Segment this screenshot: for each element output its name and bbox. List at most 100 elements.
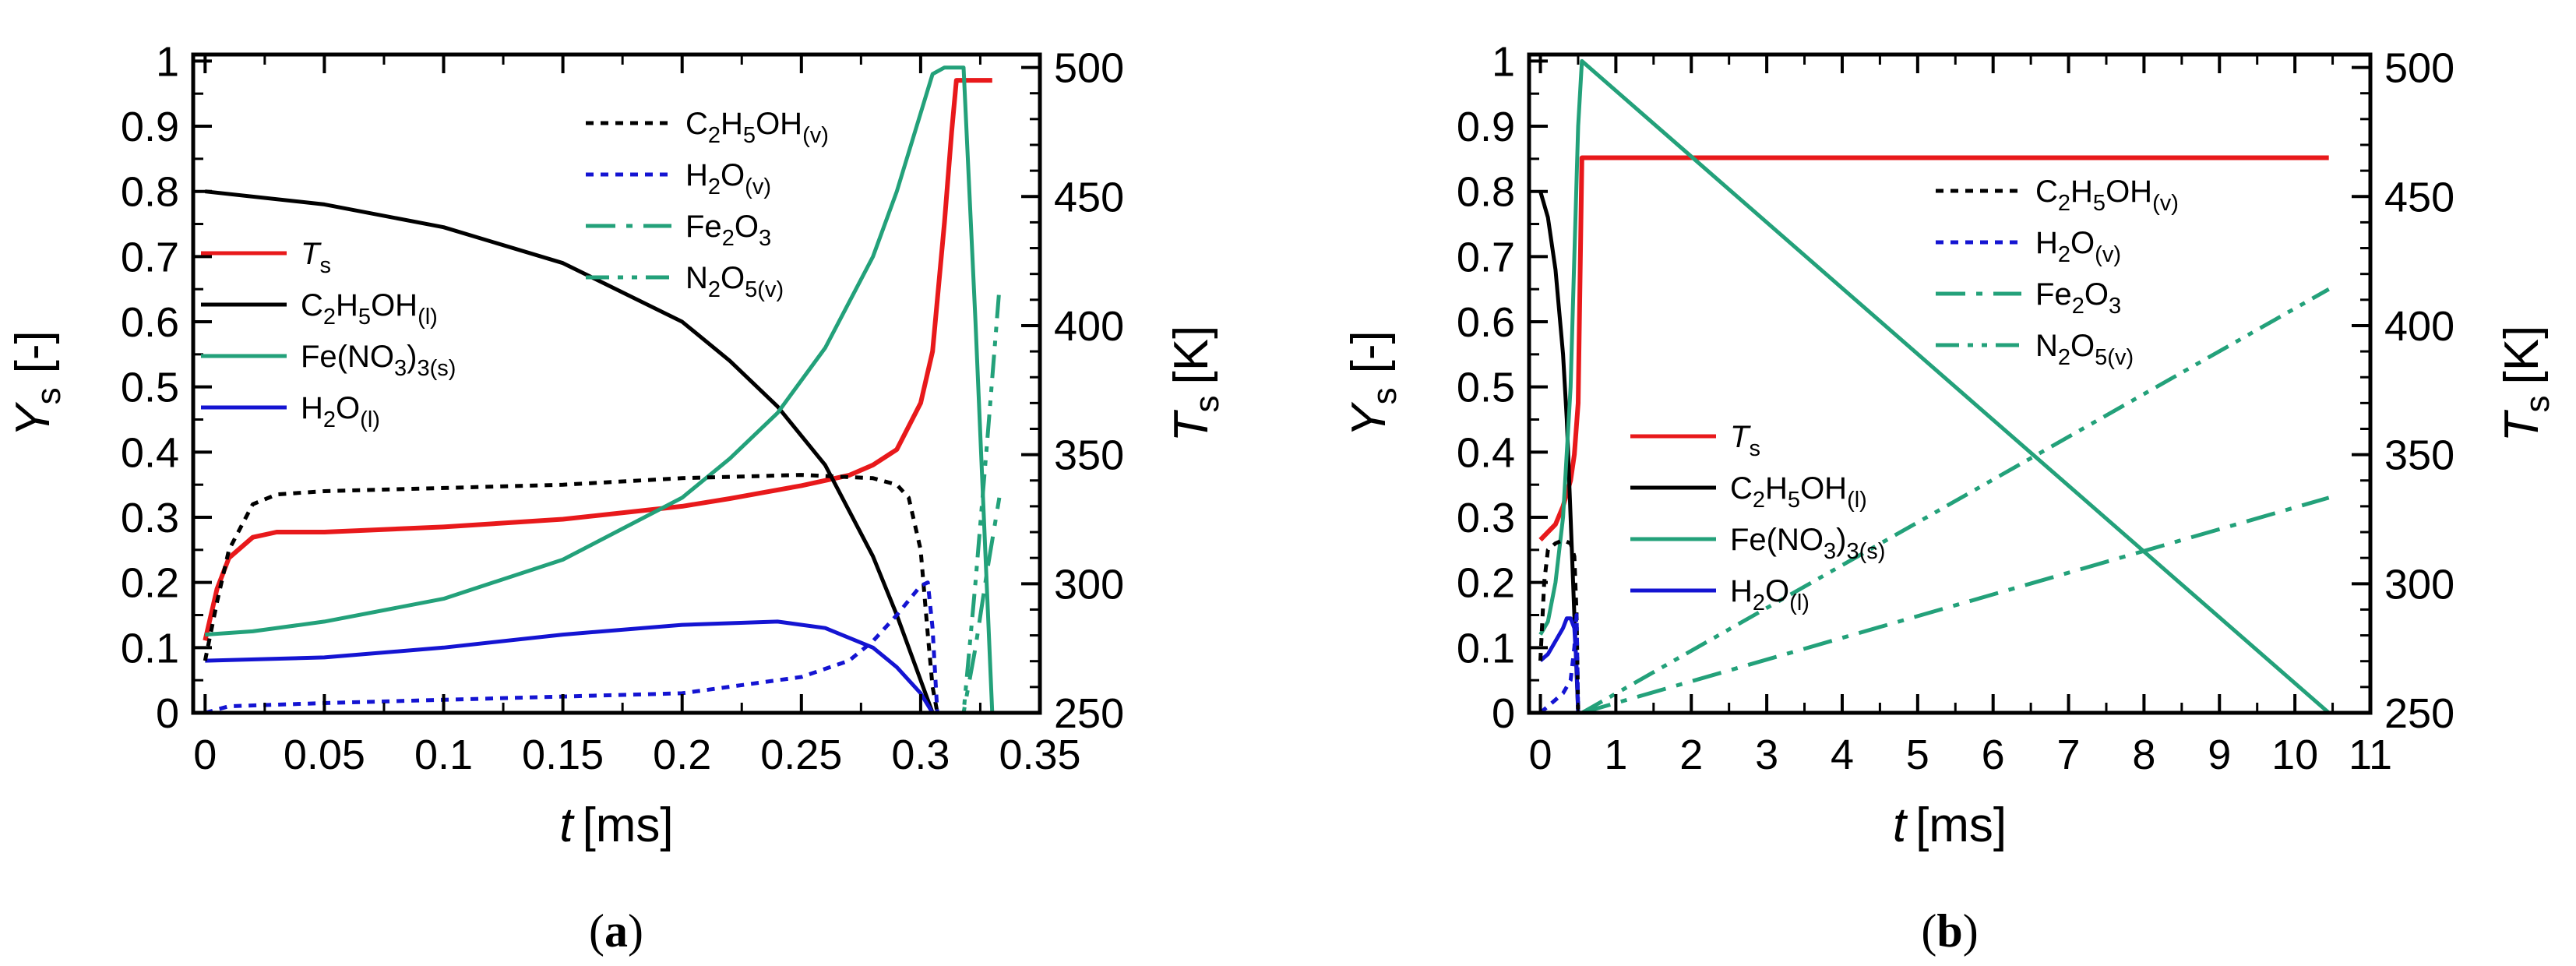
x-tick-label: 0.25 [760, 732, 842, 778]
y-axis-unit: [-] [1342, 330, 1396, 373]
x-tick-label: 3 [1755, 732, 1778, 778]
legend-entry-C2H5OH_l: C2H5OH(l) [1630, 471, 1867, 513]
legend-label-part: 5 [2093, 191, 2106, 216]
legend-label-H2O_l: H2O(l) [1730, 574, 1810, 615]
y2-tick-label: 350 [2384, 432, 2454, 479]
x-axis-symbol: t [559, 799, 575, 852]
legend-entry-C2H5OH_v: C2H5OH(v) [1936, 175, 2179, 216]
y-axis-title: Ys [-] [6, 330, 68, 436]
y2-tick-label: 450 [2384, 174, 2454, 220]
legend-label-part: (l) [418, 305, 438, 330]
plot-area [203, 65, 1002, 715]
legend-label-part: H [2035, 226, 2058, 260]
legend-label-part: (v) [2095, 242, 2121, 267]
y-axis-unit: [-] [6, 330, 60, 373]
series-line-Fe2O3 [1581, 495, 2330, 715]
x-axis-symbol: t [1893, 799, 1908, 852]
legend-label-part: (v) [745, 175, 771, 199]
legend-entry-H2O_v: H2O(v) [586, 158, 771, 199]
legend-label-part: O [2084, 277, 2109, 312]
y2-tick-label: 500 [2384, 45, 2454, 92]
legend-label-part: H [1765, 471, 1788, 506]
legend-label-part: 2 [708, 175, 721, 199]
legend-label-part: Fe [2035, 277, 2072, 312]
legend-label-part: s [319, 253, 331, 278]
series-line-C2H5OH_v [1538, 538, 1580, 714]
legend-entry-Ts: Ts [1630, 420, 1760, 461]
y2-tick-label: 450 [1054, 174, 1124, 220]
y-tick-label: 0 [1492, 690, 1515, 737]
legend-label-part: 2 [2072, 294, 2084, 319]
series-line-C2H5OH_v [203, 473, 939, 714]
x-tick-label: 2 [1679, 732, 1703, 778]
legend-label-part: (v) [802, 123, 829, 148]
y-tick-label: 0 [156, 690, 179, 737]
x-tick-label: 8 [2132, 732, 2155, 778]
y2-tick-label: 500 [1054, 45, 1124, 92]
legend-label-part: Fe(NO [1730, 523, 1824, 557]
legend-label-part: OH [1800, 471, 1847, 506]
y2-axis-sub: s [1188, 395, 1226, 412]
y-tick-label: 0.3 [1457, 495, 1515, 541]
series-line-Ts [203, 78, 992, 641]
legend-label-part: 3 [1824, 539, 1836, 564]
legend-label-part: O [2070, 226, 2095, 260]
x-tick-label: 11 [2349, 732, 2392, 778]
x-axis-title: t [ms] [1893, 799, 2007, 852]
legend-label-part: 2 [323, 407, 336, 432]
y2-tick-label: 350 [1054, 432, 1124, 479]
y2-axis-title: Ts [K] [1165, 326, 1226, 442]
legend-label-part: 5 [1788, 488, 1800, 513]
legend-label-FeNO3: Fe(NO3)3(s) [1730, 523, 1885, 564]
caption-close: ) [1963, 905, 1979, 957]
x-tick-label: 0.2 [653, 732, 711, 778]
legend-label-part: 2 [2058, 191, 2070, 216]
legend-label-part: 3 [759, 226, 771, 251]
series-line-N2O5_v [1580, 287, 2330, 715]
legend-label-part: 3 [394, 356, 407, 381]
legend-label-part: T [1730, 420, 1751, 454]
y2-axis-unit: [K] [1165, 326, 1218, 385]
legend-label-part: 3 [2109, 294, 2121, 319]
y-tick-label: 0.6 [1457, 299, 1515, 346]
y2-tick-label: 250 [1054, 690, 1124, 737]
legend-label-part: 2 [1753, 488, 1765, 513]
legend-label-part: O [1765, 574, 1789, 608]
y-tick-label: 1 [156, 38, 179, 85]
legend-label-part: s [1749, 436, 1760, 461]
legend-label-part: (l) [1847, 488, 1867, 513]
legend-label-part: 3(s) [417, 356, 456, 381]
caption-letter: b [1936, 905, 1962, 957]
y-axis-symbol: Y [6, 401, 60, 437]
series-line-H2O_v [1538, 613, 1580, 714]
legend-label-part: O [735, 210, 759, 244]
legend-label-part: 2 [722, 226, 735, 251]
legend-entry-H2O_l: H2O(l) [1630, 574, 1810, 615]
y-tick-label: 0.2 [121, 560, 179, 607]
legend-label-part: 3(s) [1846, 539, 1885, 564]
legend-label-part: ) [1836, 523, 1846, 557]
x-tick-label: 0.1 [414, 732, 473, 778]
y2-axis-title: Ts [K] [2495, 326, 2557, 442]
legend-label-Ts: Ts [1730, 420, 1760, 461]
legend-entry-N2O5_v: N2O5(v) [586, 261, 784, 302]
chart-panel-a: 0 0.05 0.1 0.15 0.2 0.25 0.3 0.35 0 0.1 0.2 0.3 0.4 0… [6, 38, 1226, 957]
y2-axis-sub: s [2518, 395, 2557, 412]
legend-label-part: T [301, 237, 322, 271]
y2-axis-symbol: T [1165, 409, 1218, 442]
legend-label-part: C [1730, 471, 1753, 506]
y-tick-label: 0.2 [1457, 560, 1515, 607]
legend-label-part: 2 [323, 305, 336, 330]
caption-close: ) [628, 905, 643, 957]
legend-label-part: 5 [358, 305, 371, 330]
legend-label-part: 2 [708, 277, 721, 302]
legend-label-part: (l) [1789, 591, 1810, 615]
legend-label-FeNO3: Fe(NO3)3(s) [301, 340, 456, 381]
y2-axis-symbol: T [2495, 409, 2549, 442]
y-tick-label: 0.6 [121, 299, 179, 346]
legend-entry-H2O_v: H2O(v) [1936, 226, 2121, 267]
y-tick-label: 0.1 [1457, 625, 1515, 672]
y-tick-label: 0.8 [1457, 169, 1515, 216]
legend-label-part: O [336, 391, 360, 425]
y-tick-label: 0.3 [121, 495, 179, 541]
